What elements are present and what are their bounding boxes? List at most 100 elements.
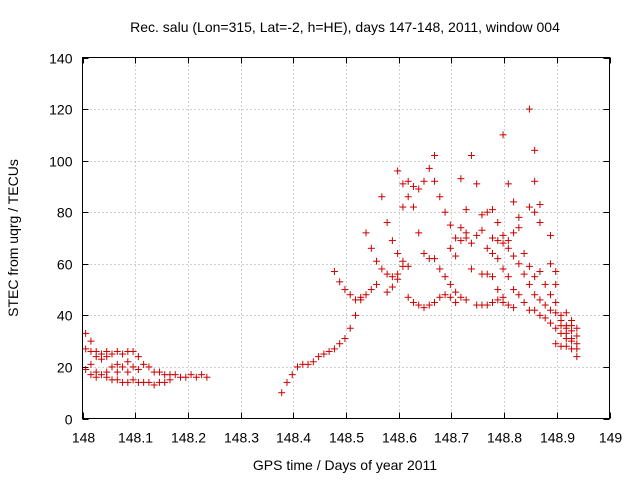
data-point [378, 265, 386, 273]
data-point [478, 226, 486, 234]
data-point [113, 360, 121, 368]
data-point [134, 353, 142, 361]
data-point [510, 304, 518, 312]
data-point [362, 291, 370, 299]
data-point [478, 211, 486, 219]
data-point [520, 249, 528, 257]
data-point [525, 280, 533, 288]
data-point [546, 319, 554, 327]
data-point [134, 366, 142, 374]
data-point [483, 208, 491, 216]
data-point [87, 360, 95, 368]
x-tick-label: 149 [599, 430, 623, 446]
data-point [504, 301, 512, 309]
data-point [531, 273, 539, 281]
data-point [351, 311, 359, 319]
data-point [520, 270, 528, 278]
data-point [531, 208, 539, 216]
data-point [462, 296, 470, 304]
data-point [113, 376, 121, 384]
data-point [515, 213, 523, 221]
data-point [113, 368, 121, 376]
data-point [452, 234, 460, 242]
data-point [504, 237, 512, 245]
data-point [383, 270, 391, 278]
data-point [446, 280, 454, 288]
y-tick-label: 140 [49, 51, 73, 67]
data-point [155, 368, 163, 376]
data-point [420, 249, 428, 257]
data-point [431, 177, 439, 185]
data-point [187, 371, 195, 379]
data-point [504, 180, 512, 188]
data-point [552, 324, 560, 332]
data-point [346, 324, 354, 332]
plot-frame [82, 57, 610, 419]
data-point [489, 298, 497, 306]
data-point [541, 314, 549, 322]
data-point [499, 293, 507, 301]
y-tick-label: 20 [57, 360, 73, 376]
data-point [415, 301, 423, 309]
data-point [82, 345, 90, 353]
data-point [351, 296, 359, 304]
data-point [552, 309, 560, 317]
data-point [409, 203, 417, 211]
data-point [145, 363, 153, 371]
data-point [489, 206, 497, 214]
data-point [336, 278, 344, 286]
data-point [103, 373, 111, 381]
data-point [499, 265, 507, 273]
data-point [457, 224, 465, 232]
data-point [113, 347, 121, 355]
y-tick-label: 100 [49, 154, 73, 170]
data-point [446, 293, 454, 301]
data-point [494, 237, 502, 245]
x-axis-label: GPS time / Days of year 2011 [253, 457, 437, 473]
data-point [436, 293, 444, 301]
data-point [457, 293, 465, 301]
data-point [452, 252, 460, 260]
data-point [357, 293, 365, 301]
x-tick-label: 148.4 [276, 430, 311, 446]
data-point [462, 206, 470, 214]
data-point [150, 381, 158, 389]
data-point [399, 180, 407, 188]
data-point [129, 363, 137, 371]
data-point [82, 366, 90, 374]
data-point [383, 219, 391, 227]
data-point [388, 237, 396, 245]
data-point [330, 345, 338, 353]
data-point [325, 347, 333, 355]
data-point [409, 182, 417, 190]
x-tick-label: 148.6 [382, 430, 417, 446]
data-point [446, 244, 454, 252]
data-point [525, 203, 533, 211]
data-point [336, 340, 344, 348]
data-point [531, 291, 539, 299]
data-point [346, 291, 354, 299]
data-point [404, 293, 412, 301]
data-point [510, 229, 518, 237]
data-point [494, 296, 502, 304]
data-point [515, 291, 523, 299]
data-point [283, 378, 291, 386]
data-point [483, 301, 491, 309]
data-point [515, 224, 523, 232]
data-point [536, 268, 544, 276]
data-point [431, 151, 439, 159]
data-point [388, 273, 396, 281]
data-point [494, 286, 502, 294]
data-point [441, 291, 449, 299]
y-tick-label: 120 [49, 102, 73, 118]
y-axis-label: STEC from uqrg / TECUs [5, 159, 21, 317]
data-point [462, 229, 470, 237]
data-point [494, 219, 502, 227]
data-point [203, 373, 211, 381]
x-tick-label: 148.9 [540, 430, 575, 446]
data-point [103, 353, 111, 361]
data-point [546, 260, 554, 268]
data-point [452, 298, 460, 306]
data-point [108, 363, 116, 371]
data-point [536, 296, 544, 304]
